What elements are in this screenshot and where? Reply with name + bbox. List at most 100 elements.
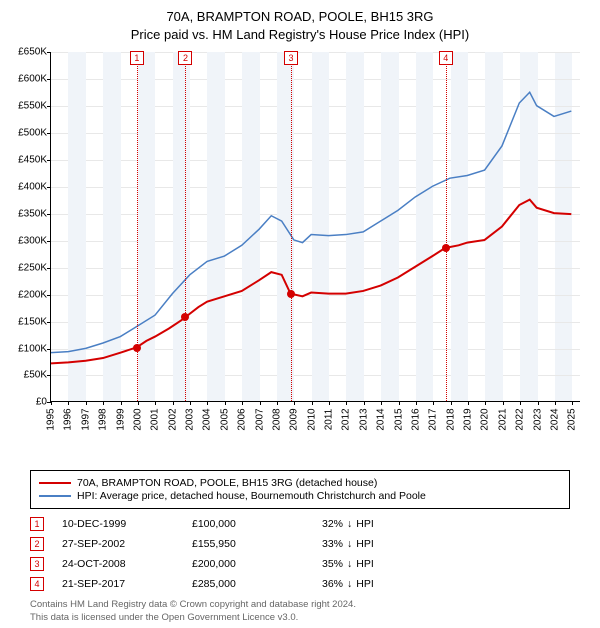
x-tick-mark bbox=[51, 401, 52, 405]
x-tick-mark bbox=[242, 401, 243, 405]
y-tick-label: £250K bbox=[3, 262, 47, 273]
x-tick-mark bbox=[207, 401, 208, 405]
down-arrow-icon: ↓ bbox=[347, 518, 352, 530]
transaction-vline bbox=[291, 52, 292, 401]
x-tick-label: 2016 bbox=[410, 409, 421, 431]
transaction-price: £285,000 bbox=[192, 578, 322, 590]
year-band bbox=[207, 52, 224, 401]
y-tick-label: £150K bbox=[3, 316, 47, 327]
transaction-number-box: 4 bbox=[30, 577, 44, 591]
transaction-dot bbox=[133, 344, 141, 352]
x-tick-label: 2025 bbox=[567, 409, 578, 431]
x-tick-label: 2015 bbox=[393, 409, 404, 431]
y-tick-label: £350K bbox=[3, 208, 47, 219]
x-tick-mark bbox=[121, 401, 122, 405]
chart-title: 70A, BRAMPTON ROAD, POOLE, BH15 3RG Pric… bbox=[0, 8, 600, 44]
year-band bbox=[346, 52, 363, 401]
transaction-number-box: 3 bbox=[30, 557, 44, 571]
x-tick-mark bbox=[346, 401, 347, 405]
x-tick-label: 2011 bbox=[324, 409, 335, 431]
transaction-delta: 32% ↓ HPI bbox=[322, 518, 374, 530]
x-tick-mark bbox=[138, 401, 139, 405]
x-tick-label: 1999 bbox=[115, 409, 126, 431]
transaction-price: £100,000 bbox=[192, 518, 322, 530]
x-tick-mark bbox=[555, 401, 556, 405]
y-tick-mark bbox=[47, 160, 51, 161]
legend-row-price: 70A, BRAMPTON ROAD, POOLE, BH15 3RG (det… bbox=[39, 477, 561, 489]
x-tick-label: 2003 bbox=[185, 409, 196, 431]
x-tick-label: 2008 bbox=[271, 409, 282, 431]
down-arrow-icon: ↓ bbox=[347, 578, 352, 590]
transaction-marker-box: 2 bbox=[178, 51, 192, 65]
x-tick-mark bbox=[260, 401, 261, 405]
transaction-marker-box: 4 bbox=[439, 51, 453, 65]
transaction-delta: 35% ↓ HPI bbox=[322, 558, 374, 570]
x-tick-mark bbox=[399, 401, 400, 405]
footer-line2: This data is licensed under the Open Gov… bbox=[30, 612, 570, 624]
x-tick-label: 2017 bbox=[428, 409, 439, 431]
x-tick-label: 2024 bbox=[549, 409, 560, 431]
year-band bbox=[103, 52, 120, 401]
y-tick-label: £500K bbox=[3, 128, 47, 139]
x-tick-mark bbox=[451, 401, 452, 405]
transaction-dot bbox=[287, 290, 295, 298]
year-band bbox=[173, 52, 190, 401]
x-tick-label: 1998 bbox=[98, 409, 109, 431]
transaction-table: 110-DEC-1999£100,00032% ↓ HPI227-SEP-200… bbox=[30, 517, 570, 591]
x-tick-label: 2023 bbox=[532, 409, 543, 431]
x-tick-mark bbox=[294, 401, 295, 405]
x-tick-mark bbox=[364, 401, 365, 405]
year-band bbox=[242, 52, 259, 401]
x-tick-label: 2000 bbox=[132, 409, 143, 431]
year-band bbox=[312, 52, 329, 401]
x-tick-mark bbox=[538, 401, 539, 405]
footer-text: Contains HM Land Registry data © Crown c… bbox=[30, 599, 570, 624]
x-tick-label: 1996 bbox=[63, 409, 74, 431]
x-tick-label: 2004 bbox=[202, 409, 213, 431]
y-tick-mark bbox=[47, 214, 51, 215]
x-tick-mark bbox=[468, 401, 469, 405]
y-tick-mark bbox=[47, 349, 51, 350]
transaction-marker-box: 3 bbox=[284, 51, 298, 65]
transaction-dot bbox=[442, 244, 450, 252]
y-tick-label: £200K bbox=[3, 289, 47, 300]
y-tick-mark bbox=[47, 295, 51, 296]
y-tick-mark bbox=[47, 79, 51, 80]
x-tick-label: 2002 bbox=[167, 409, 178, 431]
y-tick-label: £600K bbox=[3, 74, 47, 85]
transaction-number-box: 1 bbox=[30, 517, 44, 531]
down-arrow-icon: ↓ bbox=[347, 558, 352, 570]
transaction-price: £200,000 bbox=[192, 558, 322, 570]
year-band bbox=[381, 52, 398, 401]
x-tick-mark bbox=[503, 401, 504, 405]
y-tick-label: £650K bbox=[3, 47, 47, 58]
x-tick-label: 2010 bbox=[306, 409, 317, 431]
transaction-date: 24-OCT-2008 bbox=[62, 558, 192, 570]
legend-row-hpi: HPI: Average price, detached house, Bour… bbox=[39, 490, 561, 502]
transaction-delta: 33% ↓ HPI bbox=[322, 538, 374, 550]
x-tick-mark bbox=[416, 401, 417, 405]
x-tick-mark bbox=[155, 401, 156, 405]
x-tick-mark bbox=[312, 401, 313, 405]
x-tick-label: 2020 bbox=[480, 409, 491, 431]
year-band bbox=[485, 52, 502, 401]
title-line1: 70A, BRAMPTON ROAD, POOLE, BH15 3RG bbox=[0, 8, 600, 26]
y-tick-mark bbox=[47, 322, 51, 323]
transaction-price: £155,950 bbox=[192, 538, 322, 550]
x-tick-mark bbox=[485, 401, 486, 405]
x-tick-mark bbox=[520, 401, 521, 405]
x-tick-label: 2013 bbox=[358, 409, 369, 431]
y-tick-mark bbox=[47, 133, 51, 134]
down-arrow-icon: ↓ bbox=[347, 538, 352, 550]
transaction-date: 21-SEP-2017 bbox=[62, 578, 192, 590]
x-tick-label: 2019 bbox=[463, 409, 474, 431]
y-tick-label: £100K bbox=[3, 343, 47, 354]
x-tick-label: 2001 bbox=[150, 409, 161, 431]
y-tick-label: £0 bbox=[3, 397, 47, 408]
y-tick-label: £400K bbox=[3, 181, 47, 192]
y-tick-label: £550K bbox=[3, 101, 47, 112]
legend-label-hpi: HPI: Average price, detached house, Bour… bbox=[77, 490, 426, 502]
y-tick-label: £300K bbox=[3, 235, 47, 246]
transaction-vline bbox=[446, 52, 447, 401]
transaction-date: 27-SEP-2002 bbox=[62, 538, 192, 550]
